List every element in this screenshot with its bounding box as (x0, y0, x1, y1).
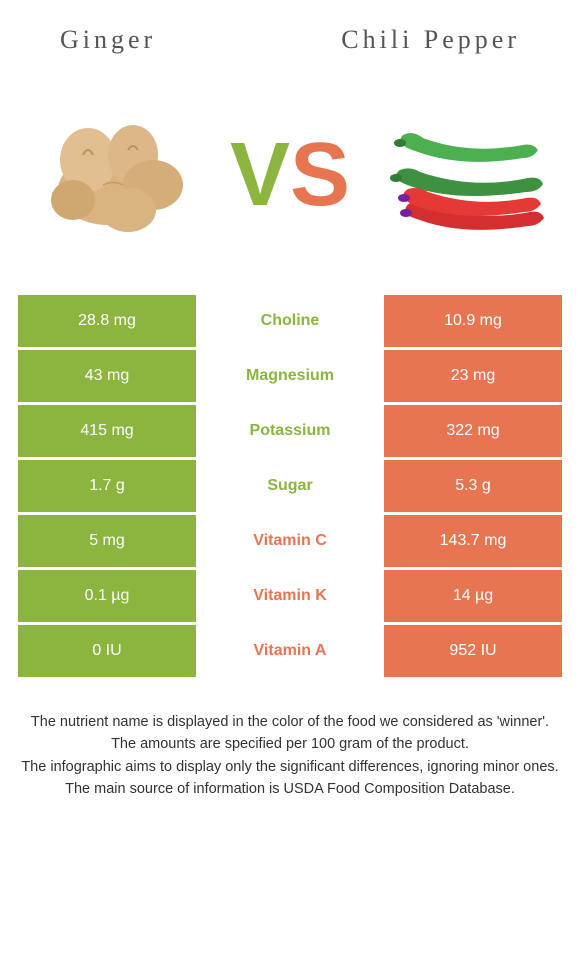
table-row: 28.8 mgCholine10.9 mg (18, 295, 562, 347)
table-row: 43 mgMagnesium23 mg (18, 350, 562, 402)
table-row: 0.1 µgVitamin K14 µg (18, 570, 562, 622)
right-value: 5.3 g (384, 460, 562, 512)
left-value: 0.1 µg (18, 570, 196, 622)
left-value: 5 mg (18, 515, 196, 567)
nutrient-label: Potassium (196, 405, 384, 457)
right-value: 322 mg (384, 405, 562, 457)
nutrient-label: Magnesium (196, 350, 384, 402)
right-value: 143.7 mg (384, 515, 562, 567)
vs-v: V (230, 130, 290, 220)
nutrient-table: 28.8 mgCholine10.9 mg43 mgMagnesium23 mg… (18, 295, 562, 677)
left-value: 415 mg (18, 405, 196, 457)
nutrient-label: Vitamin K (196, 570, 384, 622)
left-value: 43 mg (18, 350, 196, 402)
left-value: 0 IU (18, 625, 196, 677)
table-row: 415 mgPotassium322 mg (18, 405, 562, 457)
ginger-image (30, 88, 205, 263)
vs-s: S (290, 130, 350, 220)
right-value: 23 mg (384, 350, 562, 402)
right-title: Chili Pepper (341, 25, 520, 55)
table-row: 0 IUVitamin A952 IU (18, 625, 562, 677)
vs-label: V S (230, 130, 350, 220)
right-value: 952 IU (384, 625, 562, 677)
right-value: 10.9 mg (384, 295, 562, 347)
footer: The nutrient name is displayed in the co… (0, 712, 580, 799)
images-row: V S (0, 75, 580, 295)
nutrient-label: Vitamin A (196, 625, 384, 677)
table-row: 1.7 gSugar5.3 g (18, 460, 562, 512)
footer-line: The infographic aims to display only the… (20, 757, 560, 777)
nutrient-label: Choline (196, 295, 384, 347)
left-value: 1.7 g (18, 460, 196, 512)
table-row: 5 mgVitamin C143.7 mg (18, 515, 562, 567)
footer-line: The nutrient name is displayed in the co… (20, 712, 560, 732)
footer-line: The amounts are specified per 100 gram o… (20, 734, 560, 754)
right-value: 14 µg (384, 570, 562, 622)
left-title: Ginger (60, 25, 156, 55)
footer-line: The main source of information is USDA F… (20, 779, 560, 799)
nutrient-label: Vitamin C (196, 515, 384, 567)
left-value: 28.8 mg (18, 295, 196, 347)
header: Ginger Chili Pepper (0, 0, 580, 75)
chili-image (375, 88, 550, 263)
nutrient-label: Sugar (196, 460, 384, 512)
